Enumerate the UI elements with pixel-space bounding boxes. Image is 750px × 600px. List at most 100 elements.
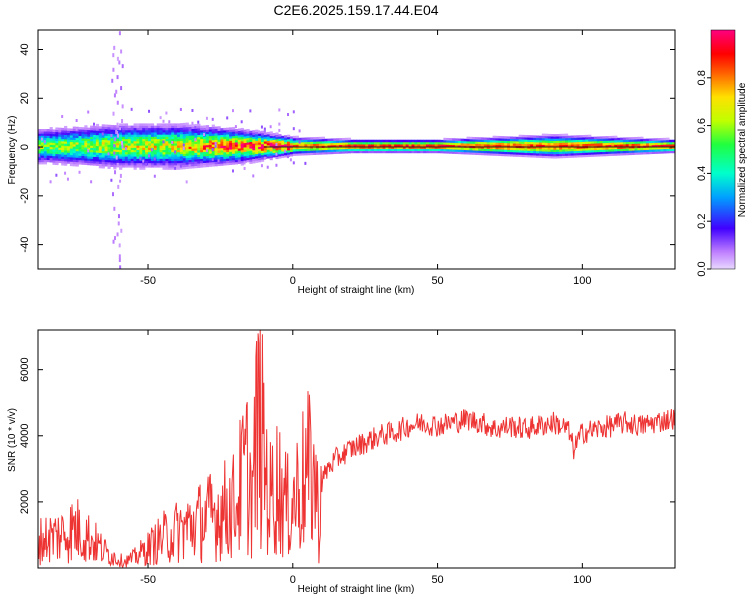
heatmap-cell xyxy=(240,132,244,135)
heatmap-cell xyxy=(84,127,88,130)
heatmap-cell xyxy=(159,154,163,157)
heatmap-cell xyxy=(130,140,134,144)
heatmap-cell xyxy=(197,152,201,155)
snr-ytick-label: 2000 xyxy=(19,490,31,514)
heatmap-cell xyxy=(593,154,598,157)
heatmap-cell xyxy=(133,156,137,159)
heatmap-cell xyxy=(162,136,166,140)
heatmap-cell xyxy=(272,152,276,156)
heatmap-cell xyxy=(640,141,644,144)
heatmap-cell xyxy=(562,142,566,146)
heatmap-cell xyxy=(252,138,256,142)
heatmap-cell xyxy=(556,136,560,139)
heatmap-cell xyxy=(454,151,459,155)
heatmap-cell xyxy=(153,143,158,146)
heatmap-cell xyxy=(298,144,302,147)
heatmap-cell xyxy=(298,148,302,152)
heatmap-cell xyxy=(142,167,146,170)
heatmap-cell xyxy=(619,146,624,149)
heatmap-cell xyxy=(599,145,603,148)
heatmap-cell xyxy=(640,143,644,146)
heatmap-cell xyxy=(269,153,273,156)
heatmap-cell xyxy=(304,139,308,143)
heatmap-cell xyxy=(234,131,239,134)
heatmap-cell xyxy=(634,152,638,155)
heatmap-cell xyxy=(266,140,270,144)
heatmap-cell xyxy=(136,123,140,126)
heatmap-cell xyxy=(203,125,207,128)
spectrogram-ylabel: Frequency (Hz) xyxy=(7,116,18,185)
heatmap-cell xyxy=(509,154,514,157)
heatmap-cell xyxy=(591,152,595,155)
heatmap-cell xyxy=(446,142,450,145)
heatmap-cell xyxy=(336,138,340,141)
heatmap-cell xyxy=(217,130,221,134)
heatmap-cell xyxy=(136,149,140,153)
heatmap-cell xyxy=(153,162,158,166)
heatmap-cell xyxy=(628,152,632,156)
heatmap-cell xyxy=(200,162,204,166)
heatmap-cell xyxy=(602,136,606,139)
heatmap-cell xyxy=(107,131,111,134)
heatmap-cell xyxy=(237,137,241,140)
heatmap-cell xyxy=(159,160,163,164)
heatmap-cell xyxy=(214,137,218,140)
heatmap-cell xyxy=(483,137,488,140)
heatmap-cell xyxy=(162,165,166,168)
heatmap-cell xyxy=(46,144,50,147)
heatmap-cell xyxy=(258,142,262,145)
heatmap-cell xyxy=(205,140,210,143)
heatmap-cell xyxy=(43,150,47,154)
heatmap-cell xyxy=(454,142,459,146)
heatmap-cell xyxy=(509,147,514,150)
heatmap-cell xyxy=(469,141,473,144)
heatmap-cell xyxy=(298,129,301,133)
heatmap-cell xyxy=(159,129,163,133)
heatmap-cell xyxy=(634,139,638,142)
heatmap-cell xyxy=(504,145,508,148)
heatmap-cell xyxy=(197,120,200,124)
heatmap-cell xyxy=(619,139,624,143)
heatmap-cell xyxy=(229,147,233,150)
heatmap-cell xyxy=(223,127,227,131)
heatmap-cell xyxy=(243,133,247,137)
heatmap-cell xyxy=(333,144,337,148)
heatmap-cell xyxy=(43,140,46,144)
heatmap-cell xyxy=(66,130,71,134)
heatmap-cell xyxy=(145,138,149,142)
heatmap-cell xyxy=(231,149,236,152)
heatmap-cell xyxy=(226,140,230,144)
heatmap-cell xyxy=(593,138,598,142)
heatmap-cell xyxy=(310,139,314,142)
heatmap-cell xyxy=(223,163,227,166)
heatmap-cell xyxy=(90,125,94,129)
heatmap-cell xyxy=(289,147,294,150)
heatmap-cell xyxy=(547,144,551,148)
heatmap-cell xyxy=(281,137,285,141)
heatmap-cell xyxy=(266,138,270,141)
heatmap-cell xyxy=(591,141,595,144)
heatmap-cell xyxy=(162,138,166,142)
heatmap-cell xyxy=(127,154,131,157)
heatmap-cell xyxy=(136,127,140,131)
heatmap-cell xyxy=(133,162,137,166)
heatmap-cell xyxy=(234,129,239,132)
heatmap-cell xyxy=(602,140,606,144)
heatmap-cell xyxy=(116,153,120,157)
heatmap-cell xyxy=(130,129,134,133)
heatmap-cell xyxy=(614,144,618,147)
heatmap-cell xyxy=(171,129,175,133)
heatmap-cell xyxy=(203,133,206,137)
heatmap-cell xyxy=(107,144,111,147)
heatmap-cell xyxy=(637,147,641,151)
heatmap-cell xyxy=(64,136,68,140)
heatmap-cell xyxy=(38,135,42,139)
heatmap-cell xyxy=(101,163,105,167)
heatmap-cell xyxy=(217,156,221,160)
heatmap-cell xyxy=(66,141,71,144)
heatmap-cell xyxy=(211,135,215,139)
heatmap-cell xyxy=(168,140,172,144)
heatmap-cell xyxy=(281,146,285,150)
heatmap-cell xyxy=(324,138,328,142)
heatmap-cell xyxy=(547,153,551,157)
